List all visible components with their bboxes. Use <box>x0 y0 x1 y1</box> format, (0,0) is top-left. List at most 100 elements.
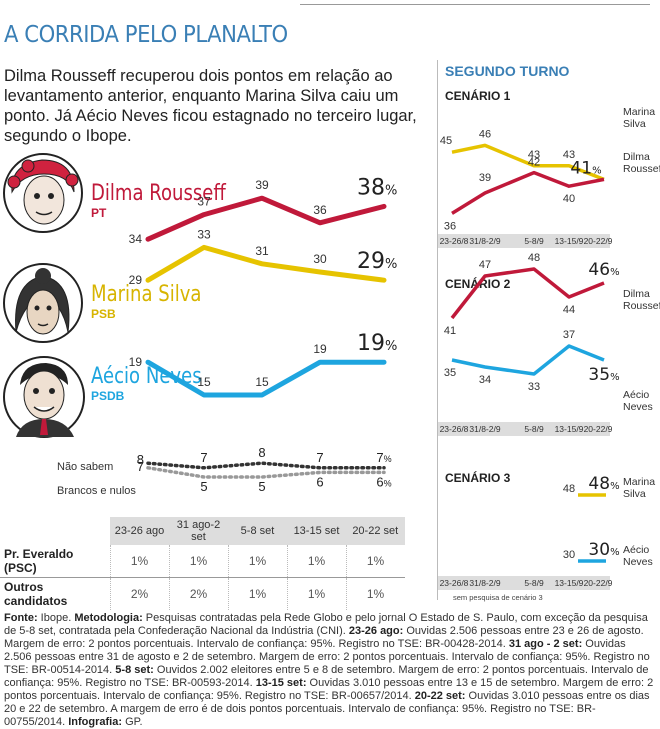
period-header: 23-26 ago <box>110 517 169 545</box>
c2-value: 34 <box>479 374 491 386</box>
data-label: 15 <box>255 375 269 389</box>
fonte-text: Ibope. <box>37 612 75 624</box>
percent-sign: % <box>384 454 392 464</box>
table-row: Pr. Everaldo (PSC) 1% 1% 1% 1% 1% <box>0 545 405 578</box>
data-label: 30 <box>313 252 327 266</box>
marina-label: Marina Silva PSB <box>91 282 226 321</box>
candidate-name: Marina Silva <box>91 282 202 307</box>
period-label: 20-22/9 <box>584 236 613 246</box>
percent-sign: % <box>610 267 620 278</box>
small-data-label: 8 <box>137 452 144 467</box>
period-label: 13-15/9 <box>555 236 584 246</box>
c2-series-line <box>451 344 605 376</box>
c1-dilma-name: Rousseff <box>623 163 660 175</box>
data-label: 37 <box>197 195 211 209</box>
c1-marina-value: 45 <box>440 135 452 147</box>
brancos-line <box>146 466 386 479</box>
percent-sign: % <box>610 481 620 492</box>
second-round-chart: 23-26/8 31/8-2/9 5-8/9 13-15/9 20-22/923-26/… <box>438 106 660 602</box>
data-label: 34 <box>129 232 143 246</box>
p1-label: 23-26 ago: <box>348 625 404 637</box>
period-label: 31/8-2/9 <box>469 236 500 246</box>
c1-dilma-line <box>451 170 605 215</box>
data-label: 36 <box>313 203 327 217</box>
data-label: 15 <box>197 375 211 389</box>
column-divider <box>437 60 438 600</box>
other-candidates-table: 23-26 ago 31 ago-2 set 5-8 set 13-15 set… <box>0 517 405 610</box>
small-data-label: 6% <box>376 474 391 489</box>
table-cell: 1% <box>109 545 169 578</box>
c1-marina-value: 46 <box>479 128 491 140</box>
row-label: Outros candidatos <box>4 580 68 608</box>
small-data-label: 6 <box>316 474 323 489</box>
c2-aecio-name: Aécio <box>623 389 649 401</box>
c1-marina-name: Silva <box>623 118 646 130</box>
data-label: 33 <box>197 227 211 241</box>
row-label: Pr. Everaldo (PSC) <box>0 545 110 578</box>
small-data-label: 7 <box>316 450 323 465</box>
table-cell: 1% <box>227 545 287 578</box>
nao-sabem-label: Não sabem <box>57 461 114 473</box>
p3-text: Ouvidos 2.002 eleitores entre 5 e 8 de s… <box>4 664 649 689</box>
period-header: 20-22 set <box>346 517 405 545</box>
table-cell: 1% <box>168 545 228 578</box>
period-label: 23-26/8 <box>440 578 469 588</box>
last-value-label: 38% <box>357 175 397 200</box>
small-data-label: 8 <box>258 445 265 460</box>
table-row: Outros candidatos 2% 2% 1% 1% 1% <box>0 577 405 610</box>
c1-marina-line <box>451 143 605 182</box>
p2-text: Ouvidas 2.506 pessoas entre 31 de agosto… <box>4 638 650 676</box>
c2-value: 37 <box>563 329 575 341</box>
p5-label: 20-22 set: <box>414 690 466 702</box>
period-label: 20-22/9 <box>584 424 613 434</box>
table-cell: 1% <box>286 545 346 578</box>
small-data-label: 7 <box>200 450 207 465</box>
period-label: 5-8/9 <box>524 424 544 434</box>
candidate-party: PSDB <box>91 389 125 403</box>
series-line-1 <box>145 244 387 283</box>
period-header: 31 ago-2 set <box>169 517 228 545</box>
c1-dilma-value: 39 <box>479 172 491 184</box>
c3-value: 48 <box>563 483 575 495</box>
period-header: 5-8 set <box>228 517 287 545</box>
small-data-label: 7% <box>376 450 391 465</box>
candidate-name: Dilma Rousseff <box>91 181 226 206</box>
page-title: A CORRIDA PELO PLANALTO <box>4 22 288 48</box>
percent-sign: % <box>592 165 602 176</box>
cenario-1-label: CENÁRIO 1 <box>445 89 511 103</box>
period-label: 5-8/9 <box>524 578 544 588</box>
p1-text: Ouvidas 2.506 pessoas entre 23 e 26 de a… <box>4 625 644 650</box>
c1-dilma-name: Dilma <box>623 151 650 163</box>
series-line-0 <box>145 195 387 242</box>
c2-dilma-name: Dilma <box>623 288 650 300</box>
lede-text: Dilma Rousseff recuperou dois pontos em … <box>4 67 417 145</box>
period-strip <box>438 422 610 436</box>
c1-marina-value: 43 <box>528 149 540 161</box>
percent-sign: % <box>385 257 397 272</box>
data-label: 31 <box>255 244 269 258</box>
info-text: GP. <box>122 716 143 728</box>
top-rule <box>300 4 650 5</box>
last-value-label: 29% <box>357 249 397 274</box>
segundo-turno-heading: SEGUNDO TURNO <box>445 63 570 79</box>
data-label: 19 <box>129 355 143 369</box>
marina-avatar <box>3 263 83 343</box>
table-cell: 1% <box>345 577 405 610</box>
cenario3-footnote: sem pesquisa de cenário 3 <box>453 593 543 602</box>
period-label: 20-22/9 <box>584 578 613 588</box>
c1-marina-value: 43 <box>563 149 575 161</box>
c2-last-value: 46% <box>588 260 619 280</box>
period-label: 31/8-2/9 <box>469 578 500 588</box>
data-label: 19 <box>313 342 327 356</box>
p5-text: Ouvidas 3.010 pessoas entre os dias 20 e… <box>4 690 650 728</box>
percent-sign: % <box>385 183 397 198</box>
c2-value: 41 <box>444 325 456 337</box>
nao-sabem-line <box>146 461 386 470</box>
table-cell: 2% <box>168 577 228 610</box>
c2-aecio-name: Neves <box>623 401 653 413</box>
c2-value: 35 <box>444 367 456 379</box>
brancos-label: Brancos e nulos <box>57 485 136 497</box>
p4-label: 13-15 set: <box>255 677 307 689</box>
c3-aecio-name: Aécio <box>623 544 649 556</box>
fonte-label: Fonte: <box>4 612 38 624</box>
